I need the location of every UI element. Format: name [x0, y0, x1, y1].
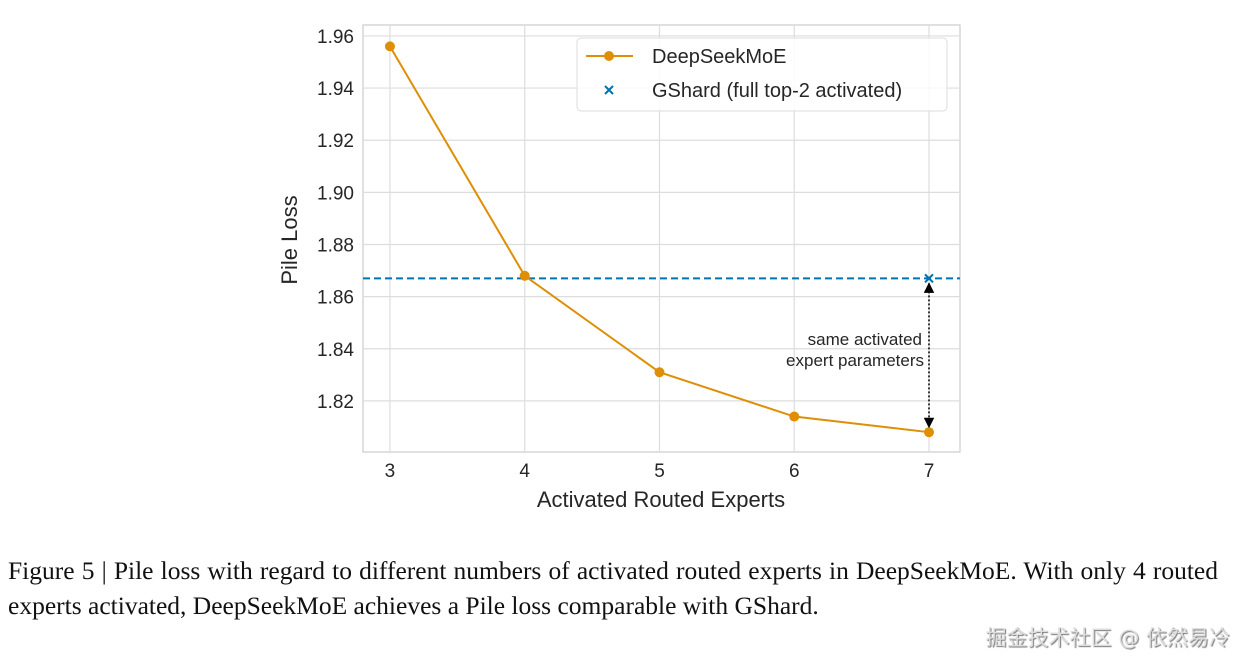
x-tick-label: 6 — [789, 461, 800, 482]
annotation-line-2: expert parameters — [786, 351, 924, 370]
legend-label-deepseekmoe: DeepSeekMoE — [652, 46, 787, 68]
pile-loss-chart: 3 4 5 6 7 1.82 1.84 1.86 1.88 1.90 1.92 1.94 1.96 Ac… — [277, 24, 961, 512]
watermark: 掘金技术社区 @ 依然易冷 — [985, 626, 1230, 650]
deepseekmoe-point — [519, 270, 530, 281]
gshard-point — [924, 273, 934, 284]
y-tick-label: 1.92 — [317, 131, 354, 152]
y-axis-label: Pile Loss — [277, 195, 302, 284]
x-axis-label: Activated Routed Experts — [537, 487, 785, 512]
figure-caption: Figure 5 | Pile loss with regard to diff… — [8, 556, 1218, 620]
y-tick-label: 1.90 — [317, 183, 354, 204]
deepseekmoe-point — [789, 411, 800, 422]
legend-marker-deepseekmoe — [604, 51, 614, 61]
ticks: 3 4 5 6 7 1.82 1.84 1.86 1.88 1.90 1.92 1.94 1.96 — [317, 27, 934, 482]
deepseekmoe-point — [654, 367, 665, 378]
y-tick-label: 1.96 — [317, 27, 354, 48]
x-tick-label: 3 — [385, 461, 396, 482]
deepseekmoe-point — [384, 41, 395, 52]
x-tick-label: 4 — [519, 461, 530, 482]
y-tick-label: 1.82 — [317, 392, 354, 413]
plot-area — [363, 41, 960, 438]
legend-label-gshard: GShard (full top-2 activated) — [652, 80, 902, 102]
legend-marker-gshard — [604, 85, 614, 95]
y-tick-label: 1.86 — [317, 288, 354, 309]
x-tick-label: 5 — [654, 461, 665, 482]
y-tick-label: 1.88 — [317, 235, 354, 256]
legend: DeepSeekMoE GShard (full top-2 activated… — [576, 37, 948, 112]
y-tick-label: 1.84 — [317, 340, 354, 361]
x-tick-label: 7 — [924, 461, 935, 482]
annotation-line-1: same activated — [808, 330, 922, 349]
deepseekmoe-point — [924, 427, 935, 438]
y-tick-label: 1.94 — [317, 79, 354, 100]
